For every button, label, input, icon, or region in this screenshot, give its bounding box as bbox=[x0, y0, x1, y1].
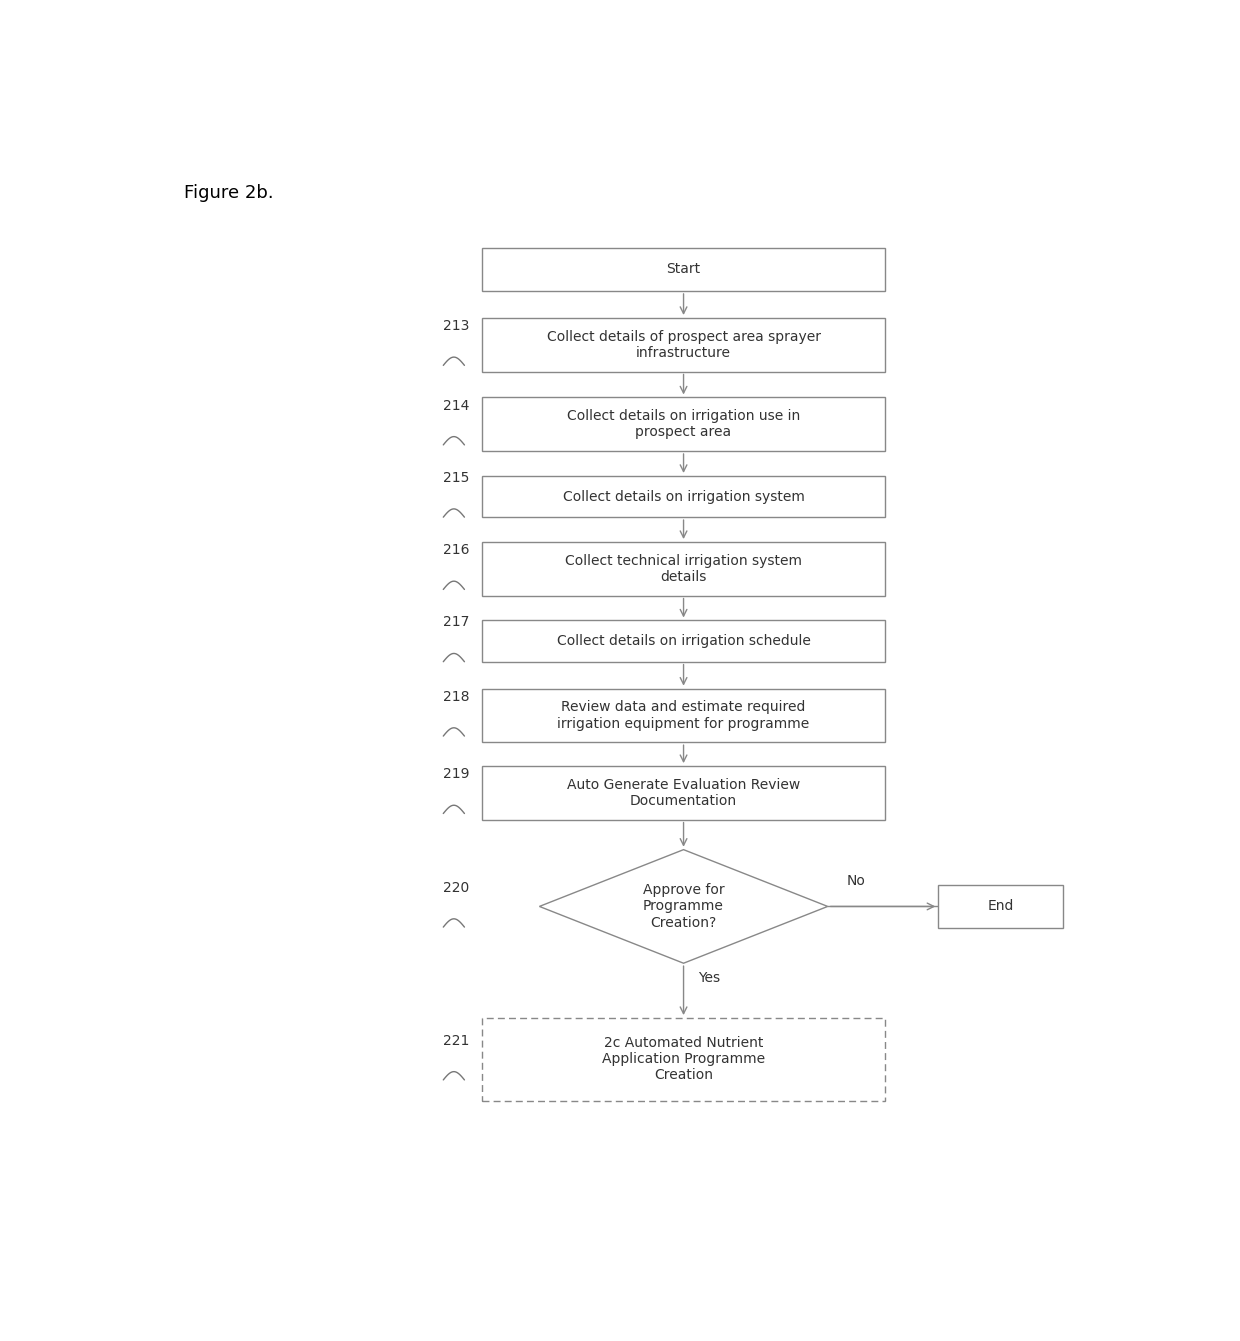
Text: Collect technical irrigation system
details: Collect technical irrigation system deta… bbox=[565, 554, 802, 583]
Text: Auto Generate Evaluation Review
Documentation: Auto Generate Evaluation Review Document… bbox=[567, 778, 800, 809]
Text: Start: Start bbox=[666, 263, 701, 276]
FancyBboxPatch shape bbox=[482, 397, 885, 451]
Text: Yes: Yes bbox=[698, 971, 720, 986]
Text: Collect details on irrigation schedule: Collect details on irrigation schedule bbox=[557, 634, 811, 648]
FancyBboxPatch shape bbox=[939, 885, 1063, 928]
Text: End: End bbox=[987, 900, 1014, 913]
Polygon shape bbox=[539, 850, 828, 963]
Text: 214: 214 bbox=[444, 398, 470, 413]
Text: Collect details of prospect area sprayer
infrastructure: Collect details of prospect area sprayer… bbox=[547, 330, 821, 359]
FancyBboxPatch shape bbox=[482, 688, 885, 743]
FancyBboxPatch shape bbox=[482, 542, 885, 595]
Text: 221: 221 bbox=[444, 1034, 470, 1047]
FancyBboxPatch shape bbox=[482, 248, 885, 291]
FancyBboxPatch shape bbox=[482, 766, 885, 819]
Text: Review data and estimate required
irrigation equipment for programme: Review data and estimate required irriga… bbox=[558, 700, 810, 731]
FancyBboxPatch shape bbox=[482, 476, 885, 518]
FancyBboxPatch shape bbox=[482, 1018, 885, 1101]
Text: Collect details on irrigation use in
prospect area: Collect details on irrigation use in pro… bbox=[567, 409, 800, 440]
Text: 217: 217 bbox=[444, 616, 470, 629]
Text: Collect details on irrigation system: Collect details on irrigation system bbox=[563, 489, 805, 503]
FancyBboxPatch shape bbox=[482, 621, 885, 661]
Text: 219: 219 bbox=[444, 767, 470, 782]
Text: 215: 215 bbox=[444, 471, 470, 485]
Text: 220: 220 bbox=[444, 881, 470, 894]
FancyBboxPatch shape bbox=[482, 318, 885, 371]
Text: 2c Automated Nutrient
Application Programme
Creation: 2c Automated Nutrient Application Progra… bbox=[601, 1037, 765, 1082]
Text: Approve for
Programme
Creation?: Approve for Programme Creation? bbox=[642, 884, 724, 929]
Text: 216: 216 bbox=[444, 543, 470, 558]
Text: Figure 2b.: Figure 2b. bbox=[184, 184, 274, 201]
Text: 213: 213 bbox=[444, 319, 470, 333]
Text: 218: 218 bbox=[444, 689, 470, 704]
Text: No: No bbox=[847, 874, 866, 888]
